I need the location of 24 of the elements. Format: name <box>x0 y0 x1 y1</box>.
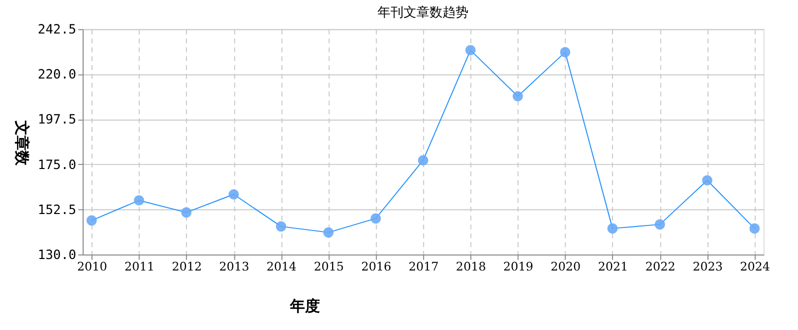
y-tick-label: 175.0 <box>38 158 76 173</box>
y-tick-label: 152.5 <box>38 202 76 218</box>
x-axis-title: 年度 <box>288 297 320 316</box>
x-tick-label: 2021 <box>598 260 628 274</box>
y-tick-label: 130.0 <box>38 248 76 263</box>
x-tick-label: 2022 <box>645 260 676 274</box>
y-tick-label: 197.5 <box>38 112 76 128</box>
x-tick-label: 2017 <box>408 260 439 274</box>
x-tick-label: 2011 <box>124 260 155 274</box>
x-tick-label: 2023 <box>692 260 723 274</box>
x-tick-label: 2012 <box>172 260 202 274</box>
chart-title: 年刊文章数趋势 <box>378 5 469 20</box>
x-tick-label: 2010 <box>77 260 108 274</box>
x-tick-label: 2016 <box>361 260 392 274</box>
x-tick-label: 2019 <box>503 260 534 274</box>
y-tick-label: 242.5 <box>38 22 76 38</box>
x-tick-label: 2018 <box>456 260 486 274</box>
x-tick-label: 2014 <box>266 260 297 274</box>
x-tick-label: 2024 <box>740 260 770 274</box>
x-tick-label: 2020 <box>550 260 581 274</box>
y-tick-label: 220.0 <box>38 68 76 83</box>
x-tick-label: 2015 <box>314 260 344 274</box>
y-axis-title: 文章数 <box>13 119 32 166</box>
x-tick-label: 2013 <box>219 260 250 274</box>
